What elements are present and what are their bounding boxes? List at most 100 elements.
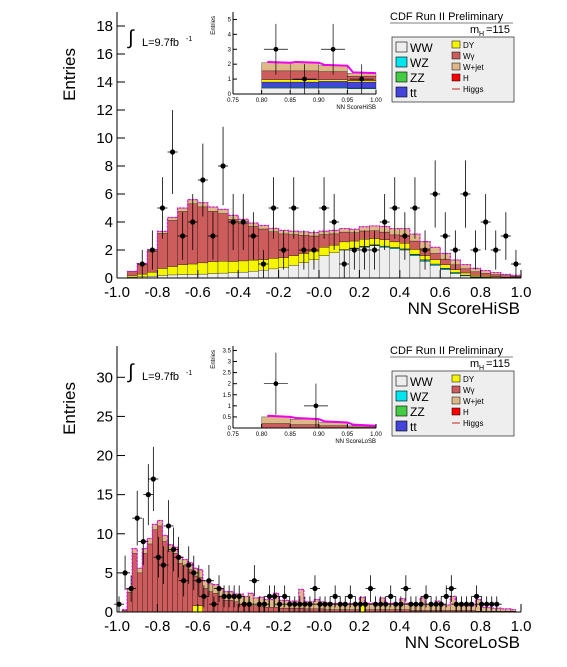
data-point bbox=[484, 601, 490, 607]
bar-DY bbox=[429, 259, 441, 265]
inset-y-tick-label: 2 bbox=[228, 62, 232, 68]
y-tick-label: 8 bbox=[105, 158, 113, 175]
data-point bbox=[393, 601, 399, 607]
data-point bbox=[422, 247, 428, 253]
bar-WW bbox=[187, 274, 198, 279]
bar-W+jet bbox=[359, 226, 370, 232]
inset-uncertainty-band bbox=[267, 60, 377, 75]
lumi-label: L=9.7fb bbox=[142, 371, 179, 383]
data-point bbox=[307, 601, 313, 607]
bar-DY bbox=[192, 605, 198, 613]
bar-DY bbox=[248, 259, 259, 272]
data-point bbox=[251, 578, 257, 584]
data-point bbox=[463, 601, 470, 607]
bar-Wγ bbox=[217, 213, 229, 262]
legend-label-H: H bbox=[463, 408, 469, 417]
data-point bbox=[122, 570, 128, 576]
x-tick-label: -0.8 bbox=[144, 284, 170, 301]
bar-DY bbox=[470, 275, 481, 277]
data-point bbox=[230, 219, 236, 225]
data-point bbox=[432, 191, 438, 197]
y-tick-label: 10 bbox=[96, 526, 113, 543]
y-tick-label: 16 bbox=[96, 46, 113, 63]
legend-swatch-DY bbox=[451, 374, 461, 383]
x-tick-label: 0.4 bbox=[389, 284, 410, 301]
inset-y-tick-label: 2 bbox=[228, 382, 232, 388]
bar-DY bbox=[147, 271, 158, 277]
x-tick-label: 0.8 bbox=[470, 618, 491, 635]
data-point bbox=[388, 593, 394, 599]
bar-W+jet bbox=[429, 247, 441, 254]
legend-swatch-tt bbox=[395, 420, 408, 432]
inset-bar bbox=[318, 81, 348, 88]
bar-DY bbox=[460, 272, 471, 276]
bar-Wγ bbox=[273, 607, 279, 613]
bar-Wγ bbox=[167, 550, 173, 613]
bar-DY bbox=[167, 266, 178, 276]
inset-bar bbox=[261, 416, 291, 424]
legend-label-Wγ: Wγ bbox=[463, 52, 475, 61]
legend-swatch-WZ bbox=[395, 390, 408, 402]
data-point bbox=[428, 601, 434, 607]
bar-WW bbox=[238, 271, 249, 279]
x-tick-label: 1.0 bbox=[511, 284, 532, 301]
data-point bbox=[256, 601, 263, 607]
bar-DY bbox=[238, 260, 249, 273]
y-axis-label: Entries bbox=[60, 382, 79, 435]
inset-x-tick-label: 0.75 bbox=[227, 432, 239, 438]
data-point bbox=[246, 601, 252, 607]
x-tick-label: 1.0 bbox=[511, 618, 532, 635]
inset-y-tick-label: 1 bbox=[228, 77, 232, 83]
inset-x-label: NN ScoreHiSB bbox=[336, 105, 376, 111]
x-tick-label: 0.2 bbox=[349, 618, 370, 635]
inset-x-tick-label: 0.90 bbox=[313, 98, 325, 104]
data-point bbox=[383, 601, 389, 607]
bar-WW bbox=[207, 273, 219, 279]
data-point bbox=[351, 247, 357, 253]
inset-background bbox=[207, 346, 386, 450]
bar-W+jet bbox=[369, 225, 380, 231]
data-point bbox=[392, 205, 398, 211]
data-point bbox=[331, 219, 337, 225]
data-point bbox=[261, 601, 268, 607]
x-tick-label: 0.8 bbox=[470, 284, 491, 301]
data-point bbox=[116, 601, 122, 607]
bar-W+jet bbox=[207, 206, 219, 212]
y-tick-label: 12 bbox=[96, 102, 113, 119]
inset-y-tick-label: 4 bbox=[228, 32, 232, 38]
bar-DY bbox=[197, 605, 204, 613]
inset-y-tick-label: 1 bbox=[228, 404, 232, 410]
data-point bbox=[489, 601, 495, 607]
inset-data-point bbox=[273, 46, 279, 52]
x-tick-label: -0.4 bbox=[225, 284, 251, 301]
bar-WW bbox=[197, 273, 209, 279]
data-point bbox=[250, 233, 256, 239]
data-point bbox=[398, 601, 404, 607]
data-point bbox=[181, 578, 187, 584]
bar-DY bbox=[197, 262, 209, 275]
data-point bbox=[297, 601, 303, 607]
inset-x-tick-label: 0.85 bbox=[284, 98, 296, 104]
bar-DY bbox=[409, 249, 421, 255]
bar-Wγ bbox=[268, 607, 274, 613]
inset-y-tick-label: 2.5 bbox=[223, 371, 232, 377]
run-label: CDF Run II Preliminary bbox=[390, 345, 504, 357]
integral-symbol: ∫ bbox=[127, 361, 135, 383]
bar-DY bbox=[177, 264, 188, 275]
inset-y-label: Entries bbox=[211, 16, 217, 35]
inset-y-tick-label: 3 bbox=[228, 360, 232, 366]
data-point bbox=[196, 578, 202, 584]
inset-data-point bbox=[330, 46, 336, 52]
data-point bbox=[169, 149, 176, 155]
legend-swatch-WW bbox=[395, 375, 408, 387]
bar-WW bbox=[440, 269, 451, 279]
bar-WW bbox=[268, 268, 279, 279]
lumi-sup: -1 bbox=[186, 370, 192, 377]
data-point bbox=[281, 247, 287, 253]
y-tick-label: 5 bbox=[105, 565, 113, 582]
bar-W+jet bbox=[490, 272, 501, 275]
bar-Wγ bbox=[490, 274, 501, 277]
bar-WW bbox=[409, 255, 421, 279]
x-tick-label: -0.0 bbox=[306, 618, 332, 635]
bar-Wγ bbox=[167, 220, 178, 267]
